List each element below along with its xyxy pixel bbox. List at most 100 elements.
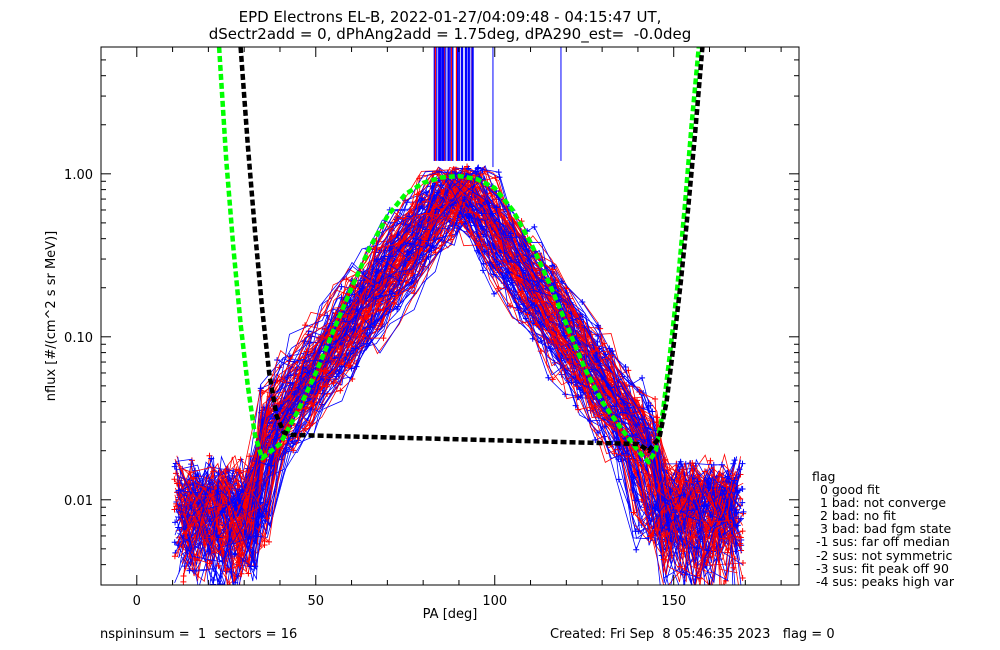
data-point [682, 586, 688, 592]
data-point [622, 363, 629, 370]
data-point [339, 359, 346, 366]
profile-line [179, 177, 742, 553]
data-point [235, 559, 242, 566]
data-point [492, 174, 499, 181]
data-point [601, 340, 608, 347]
data-point [633, 546, 640, 553]
data-point [409, 270, 416, 277]
profile-line [178, 170, 734, 525]
data-point [615, 456, 622, 463]
y-tick-label: 0.10 [64, 331, 93, 346]
data-point [577, 323, 584, 330]
data-point [501, 249, 508, 256]
data-point [568, 305, 575, 312]
data-point [665, 526, 672, 533]
footer-left: nspininsum = 1 sectors = 16 [100, 627, 298, 642]
data-point [458, 219, 465, 226]
data-point [206, 560, 213, 567]
data-point [423, 210, 430, 217]
data-point [333, 373, 340, 380]
data-point [737, 540, 744, 547]
data-point [323, 383, 330, 390]
data-point [639, 374, 646, 381]
data-point [734, 489, 741, 496]
data-point [735, 515, 742, 522]
data-point [264, 515, 271, 522]
data-point [478, 210, 485, 217]
profile-line [182, 177, 741, 585]
data-point [345, 363, 352, 370]
data-point [677, 563, 684, 570]
data-point [723, 483, 730, 490]
data-point [722, 577, 729, 584]
legend-item: 0 good fit [812, 482, 880, 498]
data-point [619, 409, 626, 416]
profile-line [176, 170, 741, 585]
data-point [574, 383, 581, 390]
data-point [287, 392, 294, 399]
data-point [396, 277, 403, 284]
data-point [682, 460, 689, 467]
data-point [549, 376, 556, 383]
data-point [488, 192, 495, 199]
data-point [189, 560, 196, 567]
data-point [246, 453, 253, 460]
data-point [647, 533, 654, 540]
x-tick-label: 0 [133, 594, 141, 609]
x-axis-label: PA [deg] [423, 607, 478, 622]
data-point [391, 299, 398, 306]
data-point [266, 538, 273, 545]
data-point [215, 488, 222, 495]
data-point [624, 453, 631, 460]
data-point [210, 565, 217, 572]
data-point [267, 462, 274, 469]
data-point [575, 339, 582, 346]
data-point [337, 387, 344, 394]
data-point [175, 487, 182, 494]
data-point [495, 285, 502, 292]
data-point [217, 580, 224, 585]
axes: 0 50 100 150 0.01 0.10 1.00 PA [deg] nflux [#/(c… [44, 47, 799, 622]
data-point [309, 402, 316, 409]
legend-item: 2 bad: no fit [812, 508, 896, 524]
data-point [725, 517, 732, 524]
data-point [537, 348, 544, 355]
profile-line [178, 171, 728, 563]
data-point [635, 468, 642, 475]
data-point [376, 307, 383, 314]
data-point [360, 333, 367, 340]
data-point [680, 491, 687, 498]
data-point [360, 268, 367, 275]
data-point [652, 396, 659, 403]
data-point [404, 248, 411, 255]
profile-line [184, 166, 740, 561]
data-point [610, 403, 617, 410]
data-point [388, 253, 395, 260]
data-point [506, 243, 513, 250]
data-point [631, 468, 638, 475]
data-point [524, 288, 531, 295]
data-point [679, 463, 686, 470]
data-point [372, 295, 379, 302]
data-point [259, 390, 266, 397]
profile-line [183, 191, 742, 566]
data-point [224, 582, 231, 585]
data-point [174, 480, 181, 487]
data-point [653, 414, 660, 421]
data-point [306, 421, 313, 428]
legend-item: -3 sus: fit peak off 90 [812, 560, 949, 576]
data-point [408, 279, 415, 286]
y-tick-label: 1.00 [64, 168, 93, 183]
flag-legend: flag 0 good fit 1 bad: not converge 2 ba… [812, 470, 954, 588]
data-point [418, 221, 425, 228]
data-point [237, 456, 244, 463]
data-point [689, 459, 696, 466]
data-point [622, 435, 629, 442]
profile-line [175, 193, 739, 585]
data-point [231, 551, 238, 558]
data-point [353, 306, 360, 313]
data-point [338, 283, 345, 290]
data-point [350, 284, 357, 291]
data-point [409, 229, 416, 236]
data-point [588, 366, 595, 373]
